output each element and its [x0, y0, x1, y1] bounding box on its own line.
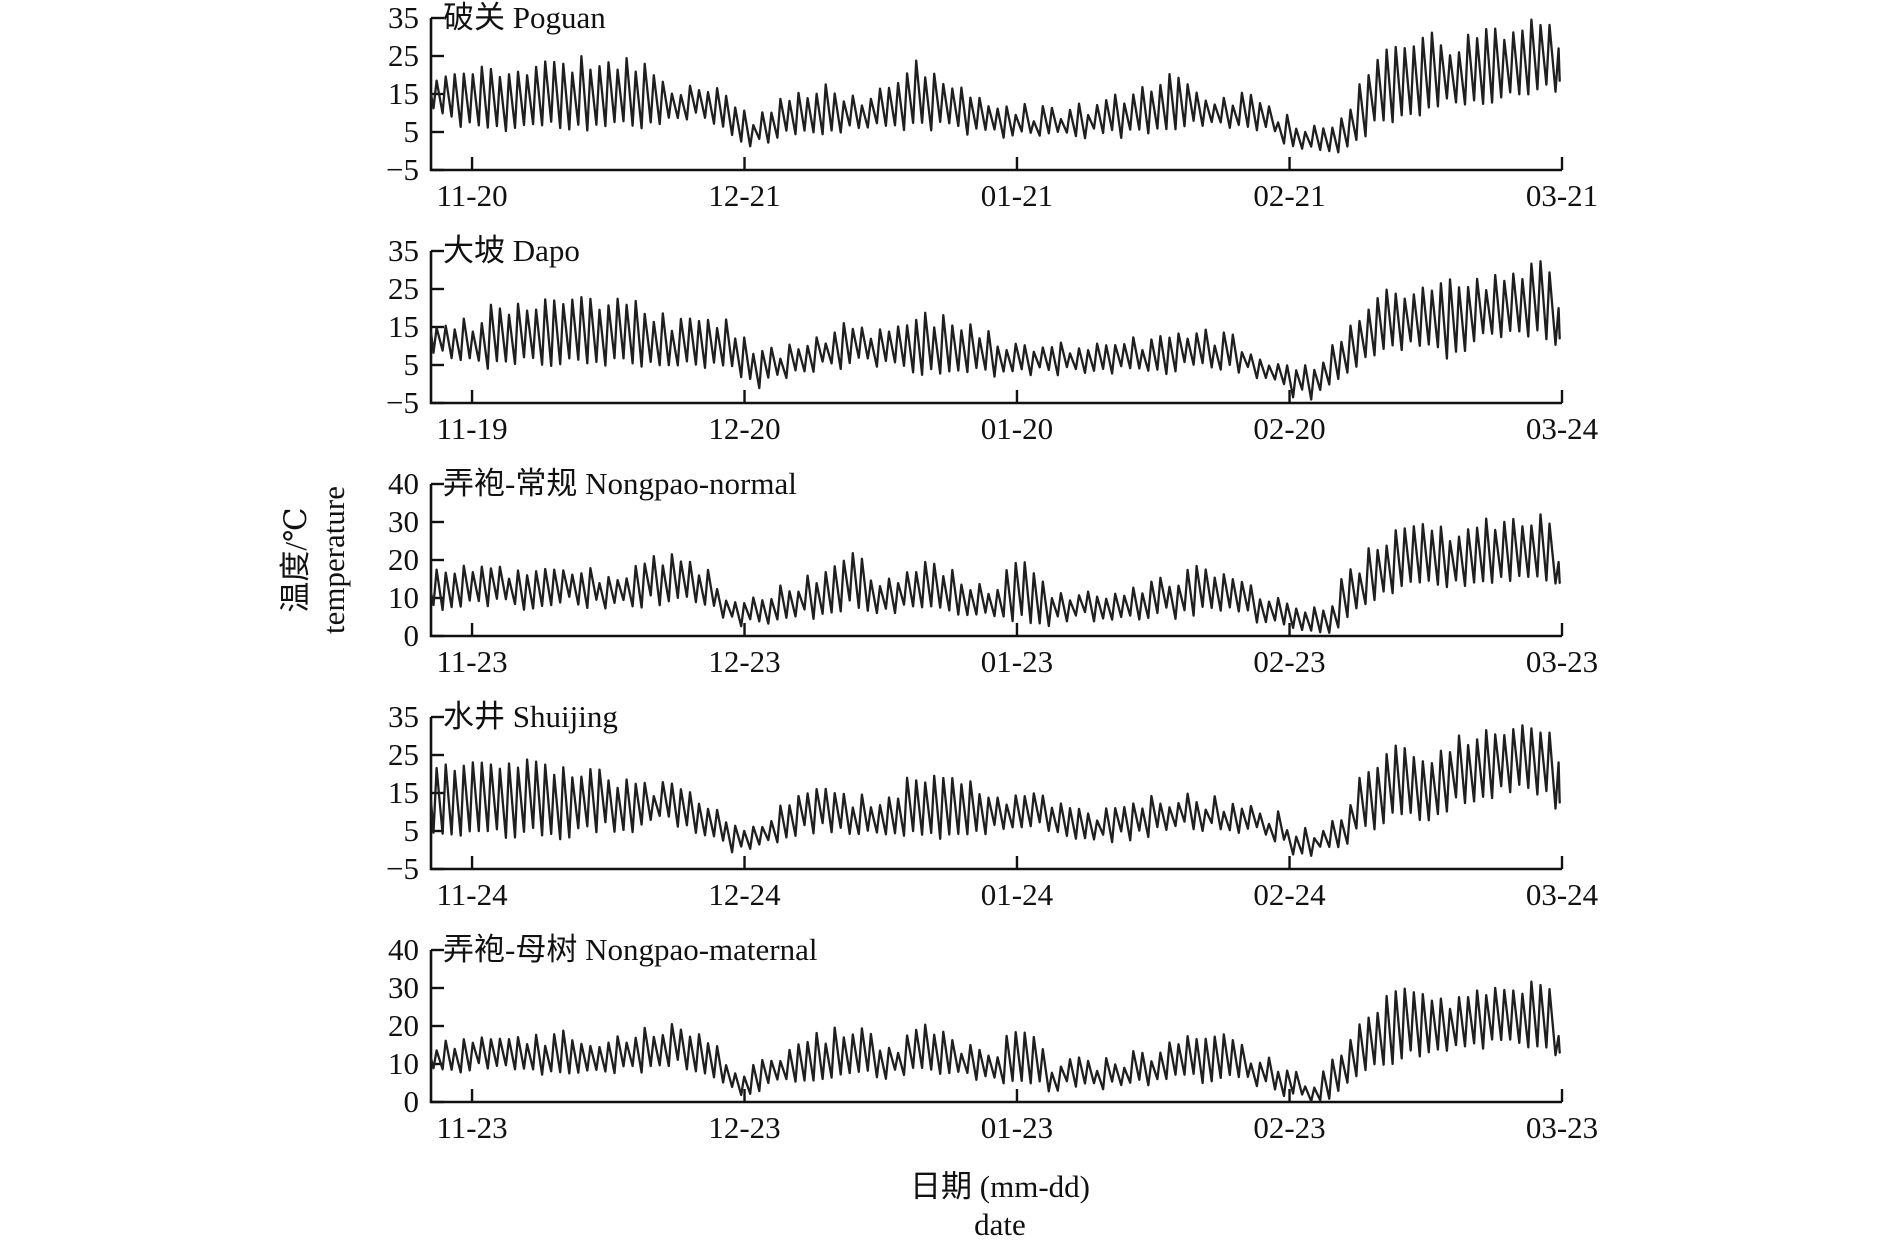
- x-tick-label: 02-20: [1253, 411, 1326, 446]
- x-tick-label: 12-21: [708, 178, 781, 213]
- x-tick-label: 02-23: [1253, 1110, 1326, 1145]
- x-tick-label: 12-20: [708, 411, 781, 446]
- temperature-line-air-temperature: [429, 724, 1561, 857]
- x-tick-label: 11-23: [436, 644, 508, 679]
- subplot-title: 弄袍-常规 Nongpao-normal: [443, 466, 797, 501]
- y-tick-label: −5: [386, 152, 419, 187]
- y-tick-label: 5: [403, 114, 420, 149]
- x-axis-label-cn: 日期 (mm-dd): [910, 1169, 1090, 1204]
- axis-spines: [429, 950, 1562, 1104]
- x-tick-label: 11-20: [436, 178, 508, 213]
- x-tick-label: 12-23: [708, 1110, 781, 1145]
- x-tick-label: 03-24: [1525, 411, 1599, 446]
- y-tick-label: 35: [388, 233, 419, 268]
- y-tick-label: 35: [388, 0, 419, 35]
- y-tick-label: −5: [386, 851, 419, 886]
- y-tick-label: 15: [388, 775, 419, 810]
- y-tick-label: 25: [388, 737, 419, 772]
- x-tick-label: 03-24: [1525, 877, 1599, 912]
- subplot-title: 破关 Poguan: [443, 0, 606, 35]
- y-tick-label: 5: [403, 813, 420, 848]
- axis-spines: [429, 717, 1562, 871]
- subplot-title: 大坡 Dapo: [443, 233, 580, 268]
- x-tick-label: 01-23: [980, 1110, 1054, 1145]
- x-tick-label: 11-23: [436, 1110, 508, 1145]
- axis-spines: [429, 18, 1562, 172]
- x-tick-label: 02-23: [1253, 644, 1326, 679]
- y-tick-label: 10: [388, 1046, 419, 1081]
- y-tick-label: 35: [388, 699, 419, 734]
- y-tick-label: −5: [386, 385, 419, 420]
- y-tick-label: 20: [388, 1008, 419, 1043]
- y-tick-label: 0: [403, 1084, 420, 1119]
- temperature-line-air-temperature: [429, 260, 1561, 401]
- x-tick-label: 03-23: [1525, 644, 1599, 679]
- y-tick-label: 0: [403, 618, 420, 653]
- subplot-title: 弄袍-母树 Nongpao-maternal: [443, 932, 818, 967]
- x-tick-label: 03-21: [1525, 178, 1599, 213]
- y-tick-label: 30: [388, 504, 419, 539]
- y-tick-label: 25: [388, 38, 419, 73]
- y-tick-label: 40: [388, 932, 419, 967]
- y-tick-label: 15: [388, 309, 419, 344]
- temperature-line-air-temperature: [429, 513, 1561, 634]
- x-tick-label: 01-20: [980, 411, 1054, 446]
- y-tick-label: 10: [388, 580, 419, 615]
- x-tick-label: 02-21: [1253, 178, 1326, 213]
- subplot-title: 水井 Shuijing: [443, 699, 618, 734]
- x-tick-label: 11-19: [436, 411, 508, 446]
- y-tick-label: 15: [388, 76, 419, 111]
- x-axis-label-en: date: [974, 1207, 1026, 1242]
- y-tick-label: 5: [403, 347, 420, 382]
- x-tick-label: 03-23: [1525, 1110, 1599, 1145]
- y-tick-label: 40: [388, 466, 419, 501]
- x-tick-label: 01-23: [980, 644, 1054, 679]
- x-tick-label: 12-24: [708, 877, 781, 912]
- y-tick-label: 20: [388, 542, 419, 577]
- y-tick-label: 30: [388, 970, 419, 1005]
- y-tick-label: 25: [388, 271, 419, 306]
- x-tick-label: 01-24: [980, 877, 1054, 912]
- x-tick-label: 01-21: [980, 178, 1054, 213]
- axis-spines: [429, 484, 1562, 638]
- temperature-line-air-temperature: [429, 18, 1561, 154]
- x-tick-label: 11-24: [436, 877, 508, 912]
- temperature-line-air-temperature: [429, 980, 1561, 1103]
- x-tick-label: 12-23: [708, 644, 781, 679]
- x-tick-label: 02-24: [1253, 877, 1326, 912]
- y-axis-label-cn: 温度/℃: [278, 507, 313, 613]
